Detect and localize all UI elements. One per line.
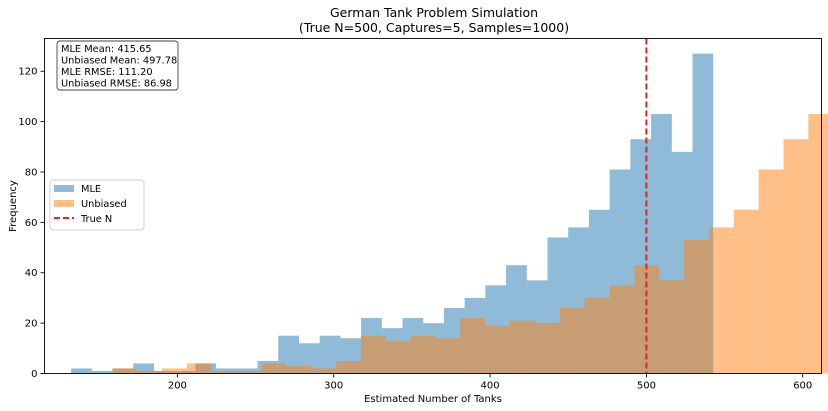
stats-box: MLE Mean: 415.65 Unbiased Mean: 497.78 M… bbox=[56, 40, 179, 91]
y-axis: 0 20 40 60 80 100 120 bbox=[18, 67, 45, 380]
x-axis: 200 300 400 500 600 bbox=[168, 373, 812, 392]
unbiased-bar bbox=[485, 325, 511, 374]
unbiased-bar bbox=[684, 240, 709, 374]
unbiased-bar bbox=[435, 338, 461, 374]
mle-bar bbox=[71, 368, 92, 374]
legend: MLE Unbiased True N bbox=[49, 179, 145, 231]
y-tick-label: 20 bbox=[25, 319, 38, 330]
y-tick-label: 40 bbox=[25, 268, 38, 279]
unbiased-bar bbox=[336, 360, 361, 374]
y-axis-label: Frequency bbox=[8, 180, 19, 232]
x-tick-label: 600 bbox=[793, 381, 812, 392]
unbiased-bar bbox=[261, 363, 287, 374]
unbiased-bar bbox=[186, 363, 212, 374]
unbiased-bar bbox=[286, 365, 312, 374]
y-tick-label: 60 bbox=[25, 218, 38, 229]
stats-line-mle-rmse: MLE RMSE: 111.20 bbox=[61, 67, 153, 78]
y-tick-label: 80 bbox=[25, 167, 38, 178]
legend-swatch-mle bbox=[54, 185, 74, 192]
stats-line-mle-mean: MLE Mean: 415.65 bbox=[61, 44, 152, 55]
unbiased-bar bbox=[758, 169, 784, 374]
unbiased-bar bbox=[584, 297, 610, 374]
mle-bar bbox=[91, 370, 113, 374]
unbiased-bar bbox=[385, 340, 411, 374]
legend-swatch-unbiased bbox=[54, 200, 74, 207]
unbiased-bar bbox=[659, 280, 685, 374]
unbiased-bar bbox=[211, 370, 237, 374]
y-tick-label: 120 bbox=[18, 67, 37, 78]
plot-frame bbox=[44, 38, 822, 374]
unbiased-bar bbox=[783, 139, 809, 374]
stats-line-unbiased-rmse: Unbiased RMSE: 86.98 bbox=[61, 79, 172, 90]
legend-label-mle: MLE bbox=[81, 184, 101, 195]
chart-title: German Tank Problem Simulation bbox=[330, 5, 538, 20]
legend-label-unbiased: Unbiased bbox=[81, 199, 127, 210]
unbiased-bar bbox=[410, 335, 436, 374]
unbiased-bar bbox=[510, 320, 535, 374]
y-tick-label: 100 bbox=[18, 117, 37, 128]
y-tick-label: 0 bbox=[31, 369, 37, 380]
mle-bar bbox=[319, 335, 341, 374]
unbiased-bar bbox=[733, 209, 759, 374]
chart-subtitle: (True N=500, Captures=5, Samples=1000) bbox=[299, 20, 569, 35]
x-axis-label: Estimated Number of Tanks bbox=[364, 394, 502, 405]
stats-line-unbiased-mean: Unbiased Mean: 497.78 bbox=[61, 56, 177, 67]
x-tick-label: 500 bbox=[637, 381, 656, 392]
unbiased-bar bbox=[808, 114, 828, 374]
unbiased-bar bbox=[311, 368, 337, 374]
unbiased-bar bbox=[236, 370, 262, 374]
x-tick-label: 400 bbox=[481, 381, 500, 392]
stats-box-frame bbox=[56, 40, 179, 91]
x-tick-label: 300 bbox=[324, 381, 343, 392]
unbiased-bar bbox=[559, 308, 585, 374]
unbiased-bars bbox=[112, 114, 828, 374]
unbiased-bar bbox=[137, 370, 163, 374]
unbiased-bar bbox=[360, 335, 386, 374]
legend-label-true-n: True N bbox=[80, 214, 112, 225]
unbiased-bar bbox=[112, 368, 138, 374]
unbiased-bar bbox=[708, 227, 734, 374]
unbiased-bar bbox=[162, 368, 187, 374]
unbiased-bar bbox=[460, 318, 486, 374]
x-tick-label: 200 bbox=[168, 381, 187, 392]
unbiased-bar bbox=[609, 285, 635, 374]
mle-bar bbox=[133, 363, 154, 374]
unbiased-bar bbox=[534, 323, 560, 374]
